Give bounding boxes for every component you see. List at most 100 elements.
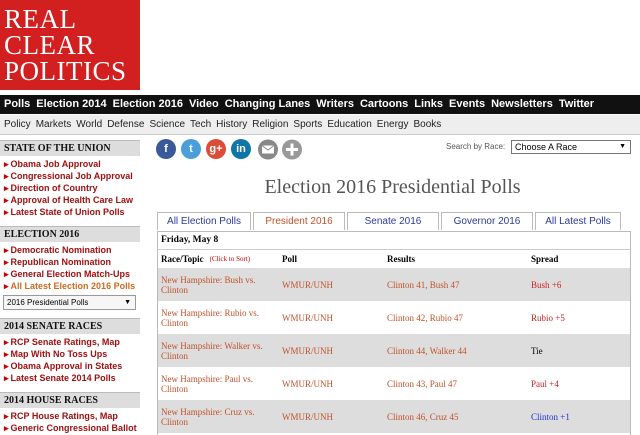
- poll-row: New Hampshire: Cruz vs. Clinton WMUR/UNH C…: [158, 400, 630, 433]
- subnav-link[interactable]: Markets: [35, 119, 72, 130]
- sidebar-link[interactable]: General Election Match-Ups: [0, 268, 140, 280]
- cell-poll: WMUR/UNH: [282, 411, 333, 422]
- sidebar-link[interactable]: Obama Approval in States: [0, 360, 140, 372]
- share-icon[interactable]: g+: [206, 139, 226, 159]
- nav-link[interactable]: Newsletters: [491, 98, 553, 110]
- logo-line: POLITICS: [4, 56, 127, 86]
- sub-nav: Policy Markets World Defense Science Tech Hist…: [0, 115, 640, 135]
- date-row: Friday, May 8: [158, 232, 630, 250]
- page-title: Election 2016 Presidential Polls: [264, 176, 521, 198]
- nav-link[interactable]: Events: [449, 98, 486, 110]
- nav-link[interactable]: Changing Lanes: [224, 98, 311, 110]
- nav-link[interactable]: Polls: [4, 98, 31, 110]
- poll-row: New Hampshire: Bush vs. Clinton WMUR/UNH C…: [158, 268, 630, 301]
- sidebar-link[interactable]: Congressional Job Approval: [0, 170, 140, 182]
- sidebar-section: 2014 HOUSE RACES RCP House Ratings, MapGe…: [0, 392, 140, 434]
- subnav-link[interactable]: Books: [413, 119, 442, 130]
- subnav-link[interactable]: Defense: [107, 119, 145, 130]
- cell-spread: Tie: [531, 345, 543, 356]
- logo-line: REAL: [4, 4, 77, 34]
- subnav-link[interactable]: Energy: [376, 119, 409, 130]
- sidebar-link[interactable]: Direction of Country: [0, 182, 140, 194]
- tab[interactable]: Senate 2016: [347, 212, 439, 230]
- column-header-text[interactable]: Poll: [282, 254, 297, 264]
- column-header: Spread: [531, 250, 558, 268]
- tab[interactable]: All Latest Polls: [535, 212, 621, 230]
- polls-table: Friday, May 8 Race/Topic (Click to Sort) Po…: [157, 231, 631, 435]
- share-icon[interactable]: t: [181, 139, 201, 159]
- nav-link[interactable]: Election 2016: [112, 98, 183, 110]
- cell-poll: WMUR/UNH: [282, 279, 333, 290]
- sidebar-link[interactable]: Democratic Nomination: [0, 244, 140, 256]
- column-header-text[interactable]: Race/Topic: [161, 254, 204, 264]
- cell-race[interactable]: New Hampshire: Bush vs. Clinton: [161, 274, 256, 295]
- share-extra-icons[interactable]: [258, 139, 304, 160]
- column-header: Race/Topic (Click to Sort): [161, 250, 250, 268]
- subnav-link[interactable]: World: [76, 119, 103, 130]
- nav-link[interactable]: Twitter: [558, 98, 595, 110]
- cell-poll: WMUR/UNH: [282, 378, 333, 389]
- nav-link[interactable]: Links: [414, 98, 443, 110]
- tab[interactable]: President 2016: [253, 212, 345, 230]
- sidebar-link[interactable]: Latest State of Union Polls: [0, 206, 140, 218]
- subnav-link[interactable]: Tech: [190, 119, 212, 130]
- sidebar-heading: STATE OF THE UNION: [0, 140, 140, 156]
- cell-spread: Bush +6: [531, 279, 562, 290]
- cell-race[interactable]: New Hampshire: Walker vs. Clinton: [161, 340, 263, 361]
- cell-spread: Paul +4: [531, 378, 559, 389]
- race-select[interactable]: Choose A Race: [511, 140, 631, 154]
- column-header-text[interactable]: Results: [387, 254, 416, 264]
- nav-link[interactable]: Cartoons: [359, 98, 409, 110]
- sidebar-link[interactable]: Obama Job Approval: [0, 158, 140, 170]
- tabs: All Election Polls President 2016 Senate 2…: [157, 212, 629, 231]
- share-icon[interactable]: f: [156, 139, 176, 159]
- header-row: Race/Topic (Click to Sort) Poll Results Spre…: [158, 250, 630, 268]
- cell-spread: Rubio +5: [531, 312, 565, 323]
- cell-race[interactable]: New Hampshire: Rubio vs. Clinton: [161, 307, 259, 328]
- cell-results: Clinton 44, Walker 44: [387, 345, 467, 356]
- sidebar-link[interactable]: RCP Senate Ratings, Map: [0, 336, 140, 348]
- cell-spread: Clinton +1: [531, 411, 570, 422]
- main-nav: Polls Election 2014 Election 2016 Video Chan…: [0, 95, 640, 114]
- tab[interactable]: Governor 2016: [441, 212, 533, 230]
- cell-poll: WMUR/UNH: [282, 312, 333, 323]
- subnav-link[interactable]: History: [216, 119, 248, 130]
- sidebar-section: 2014 SENATE RACES RCP Senate Ratings, Map…: [0, 318, 140, 384]
- subnav-link[interactable]: Sports: [293, 119, 323, 130]
- sidebar-select[interactable]: 2016 Presidential Polls: [3, 295, 136, 310]
- nav-link[interactable]: Writers: [316, 98, 354, 110]
- sidebar-section: ELECTION 2016 Democratic NominationRepubl…: [0, 226, 140, 310]
- nav-link[interactable]: Election 2014: [36, 98, 107, 110]
- poll-row: New Hampshire: Paul vs. Clinton WMUR/UNH C…: [158, 367, 630, 400]
- sidebar-link[interactable]: Approval of Health Care Law: [0, 194, 140, 206]
- subnav-link[interactable]: Education: [327, 119, 372, 130]
- subnav-link[interactable]: Policy: [4, 119, 31, 130]
- logo-line: CLEAR: [4, 30, 96, 60]
- nav-link[interactable]: Video: [188, 98, 219, 110]
- cell-race[interactable]: New Hampshire: Cruz vs. Clinton: [161, 406, 255, 427]
- tab[interactable]: All Election Polls: [157, 212, 251, 230]
- sidebar: STATE OF THE UNION Obama Job ApprovalCong…: [0, 140, 140, 435]
- sidebar-link[interactable]: Generic Congressional Ballot: [0, 422, 140, 434]
- sidebar-heading: ELECTION 2016: [0, 226, 140, 242]
- sidebar-link[interactable]: All Latest Election 2016 Polls: [0, 280, 140, 292]
- share-icon[interactable]: in: [231, 139, 251, 159]
- search-label: Search by Race:: [446, 142, 506, 151]
- poll-row: New Hampshire: Rubio vs. Clinton WMUR/UNH…: [158, 301, 630, 334]
- sidebar-link[interactable]: Map With No Toss Ups: [0, 348, 140, 360]
- sidebar-link[interactable]: Republican Nomination: [0, 256, 140, 268]
- sidebar-link[interactable]: RCP House Ratings, Map: [0, 410, 140, 422]
- cell-results: Clinton 42, Rubio 47: [387, 312, 464, 323]
- column-header-text[interactable]: Spread: [531, 254, 559, 264]
- cell-poll: WMUR/UNH: [282, 345, 333, 356]
- cell-race[interactable]: New Hampshire: Paul vs. Clinton: [161, 373, 253, 394]
- subnav-link[interactable]: Science: [149, 119, 186, 130]
- column-header: Poll: [282, 250, 297, 268]
- cell-results: Clinton 41, Bush 47: [387, 279, 460, 290]
- sort-hint[interactable]: (Click to Sort): [209, 255, 251, 263]
- subnav-link[interactable]: Religion: [252, 119, 289, 130]
- sidebar-heading: 2014 HOUSE RACES: [0, 392, 140, 408]
- sidebar-link[interactable]: Latest Senate 2014 Polls: [0, 372, 140, 384]
- logo[interactable]: REAL CLEAR POLITICS: [0, 0, 140, 90]
